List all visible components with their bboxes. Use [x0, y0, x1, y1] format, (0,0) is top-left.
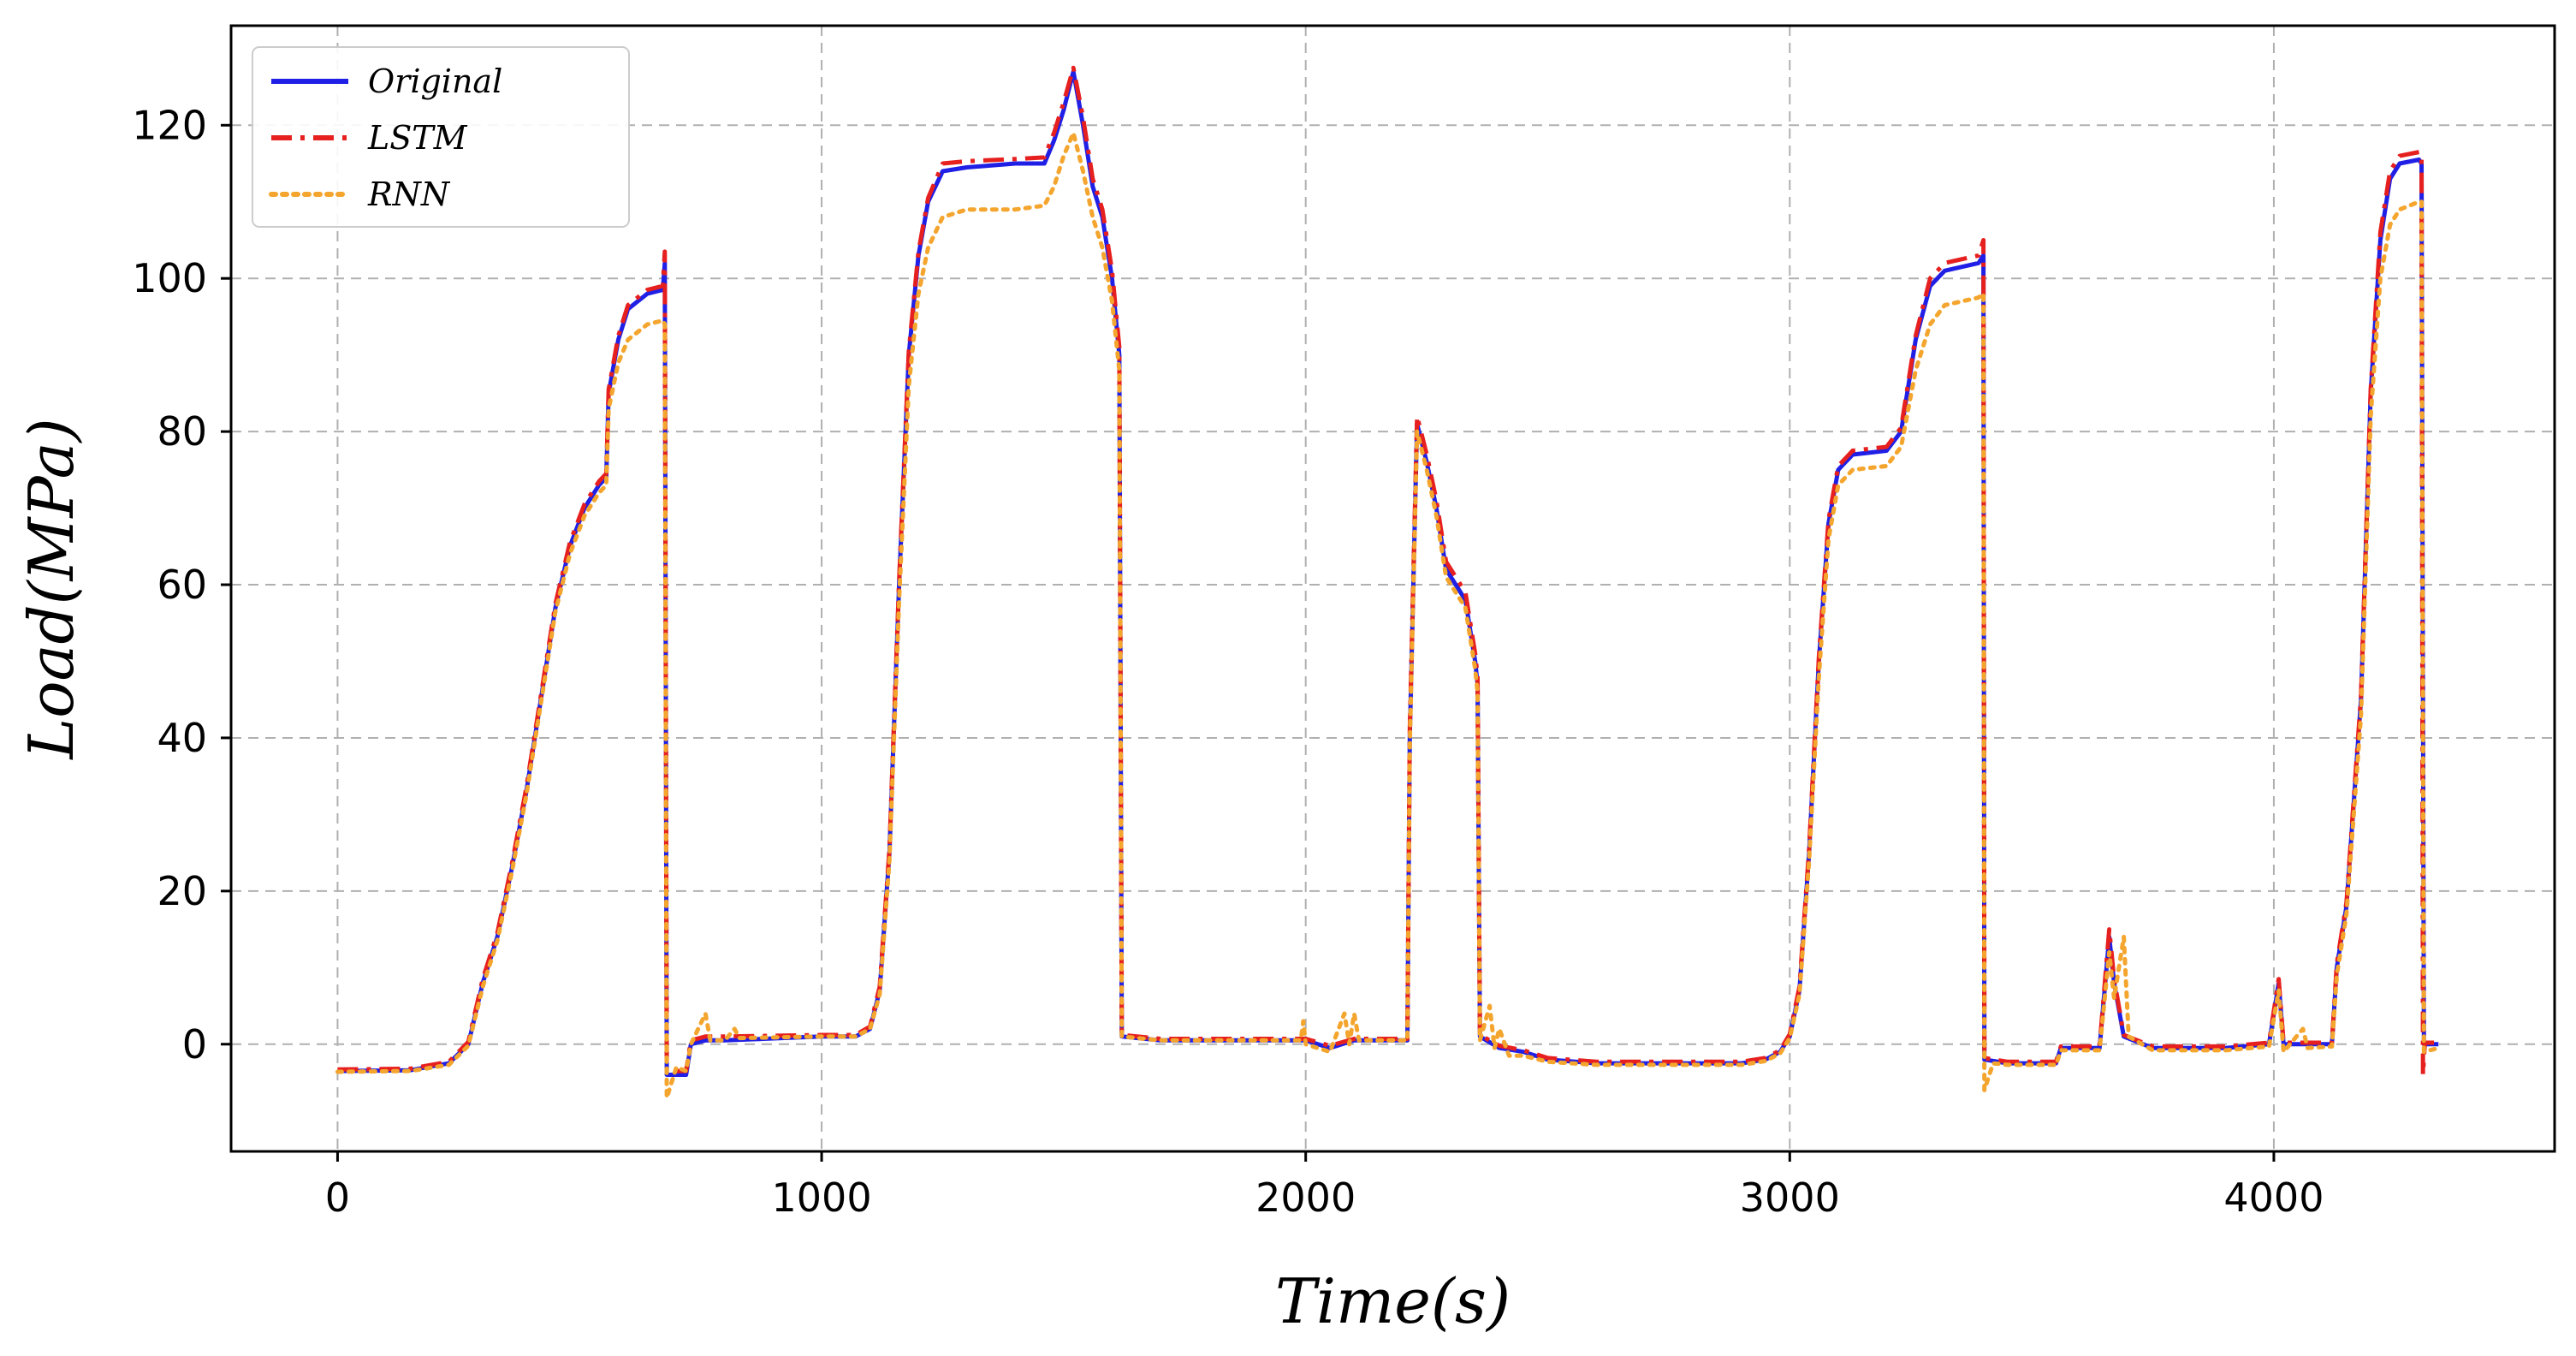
x-tick-label: 0 [325, 1175, 350, 1221]
y-tick-label: 60 [157, 562, 207, 608]
x-tick-label: 2000 [1255, 1175, 1356, 1221]
y-tick-label: 120 [132, 102, 207, 148]
legend-label-lstm: LSTM [367, 119, 468, 157]
x-tick-label: 1000 [772, 1175, 872, 1221]
x-tick-label: 3000 [1740, 1175, 1840, 1221]
legend-box [252, 46, 630, 228]
y-tick-label: 40 [157, 715, 207, 761]
x-axis-title: Time(s) [1275, 1265, 1511, 1337]
series-layer [335, 65, 2441, 1100]
x-tick-label: 4000 [2223, 1175, 2324, 1221]
legend-label-original: Original [368, 62, 502, 100]
legend: Original LSTM RNN [252, 46, 630, 228]
plot-frame [229, 24, 2556, 1153]
legend-label-rnn: RNN [367, 175, 451, 213]
series-line-rnn [335, 130, 2441, 1100]
y-tick-label: 100 [132, 255, 207, 301]
series-line-lstm [337, 65, 2439, 1077]
y-tick-label: 0 [182, 1021, 207, 1068]
y-axis-title: Load(MPa) [15, 418, 87, 760]
ticks: 0 1000 2000 3000 4000 0 20 40 60 80 100 120 [132, 102, 2324, 1221]
y-tick-label: 20 [157, 868, 207, 914]
grid [231, 26, 2555, 1151]
y-tick-label: 80 [157, 408, 207, 455]
